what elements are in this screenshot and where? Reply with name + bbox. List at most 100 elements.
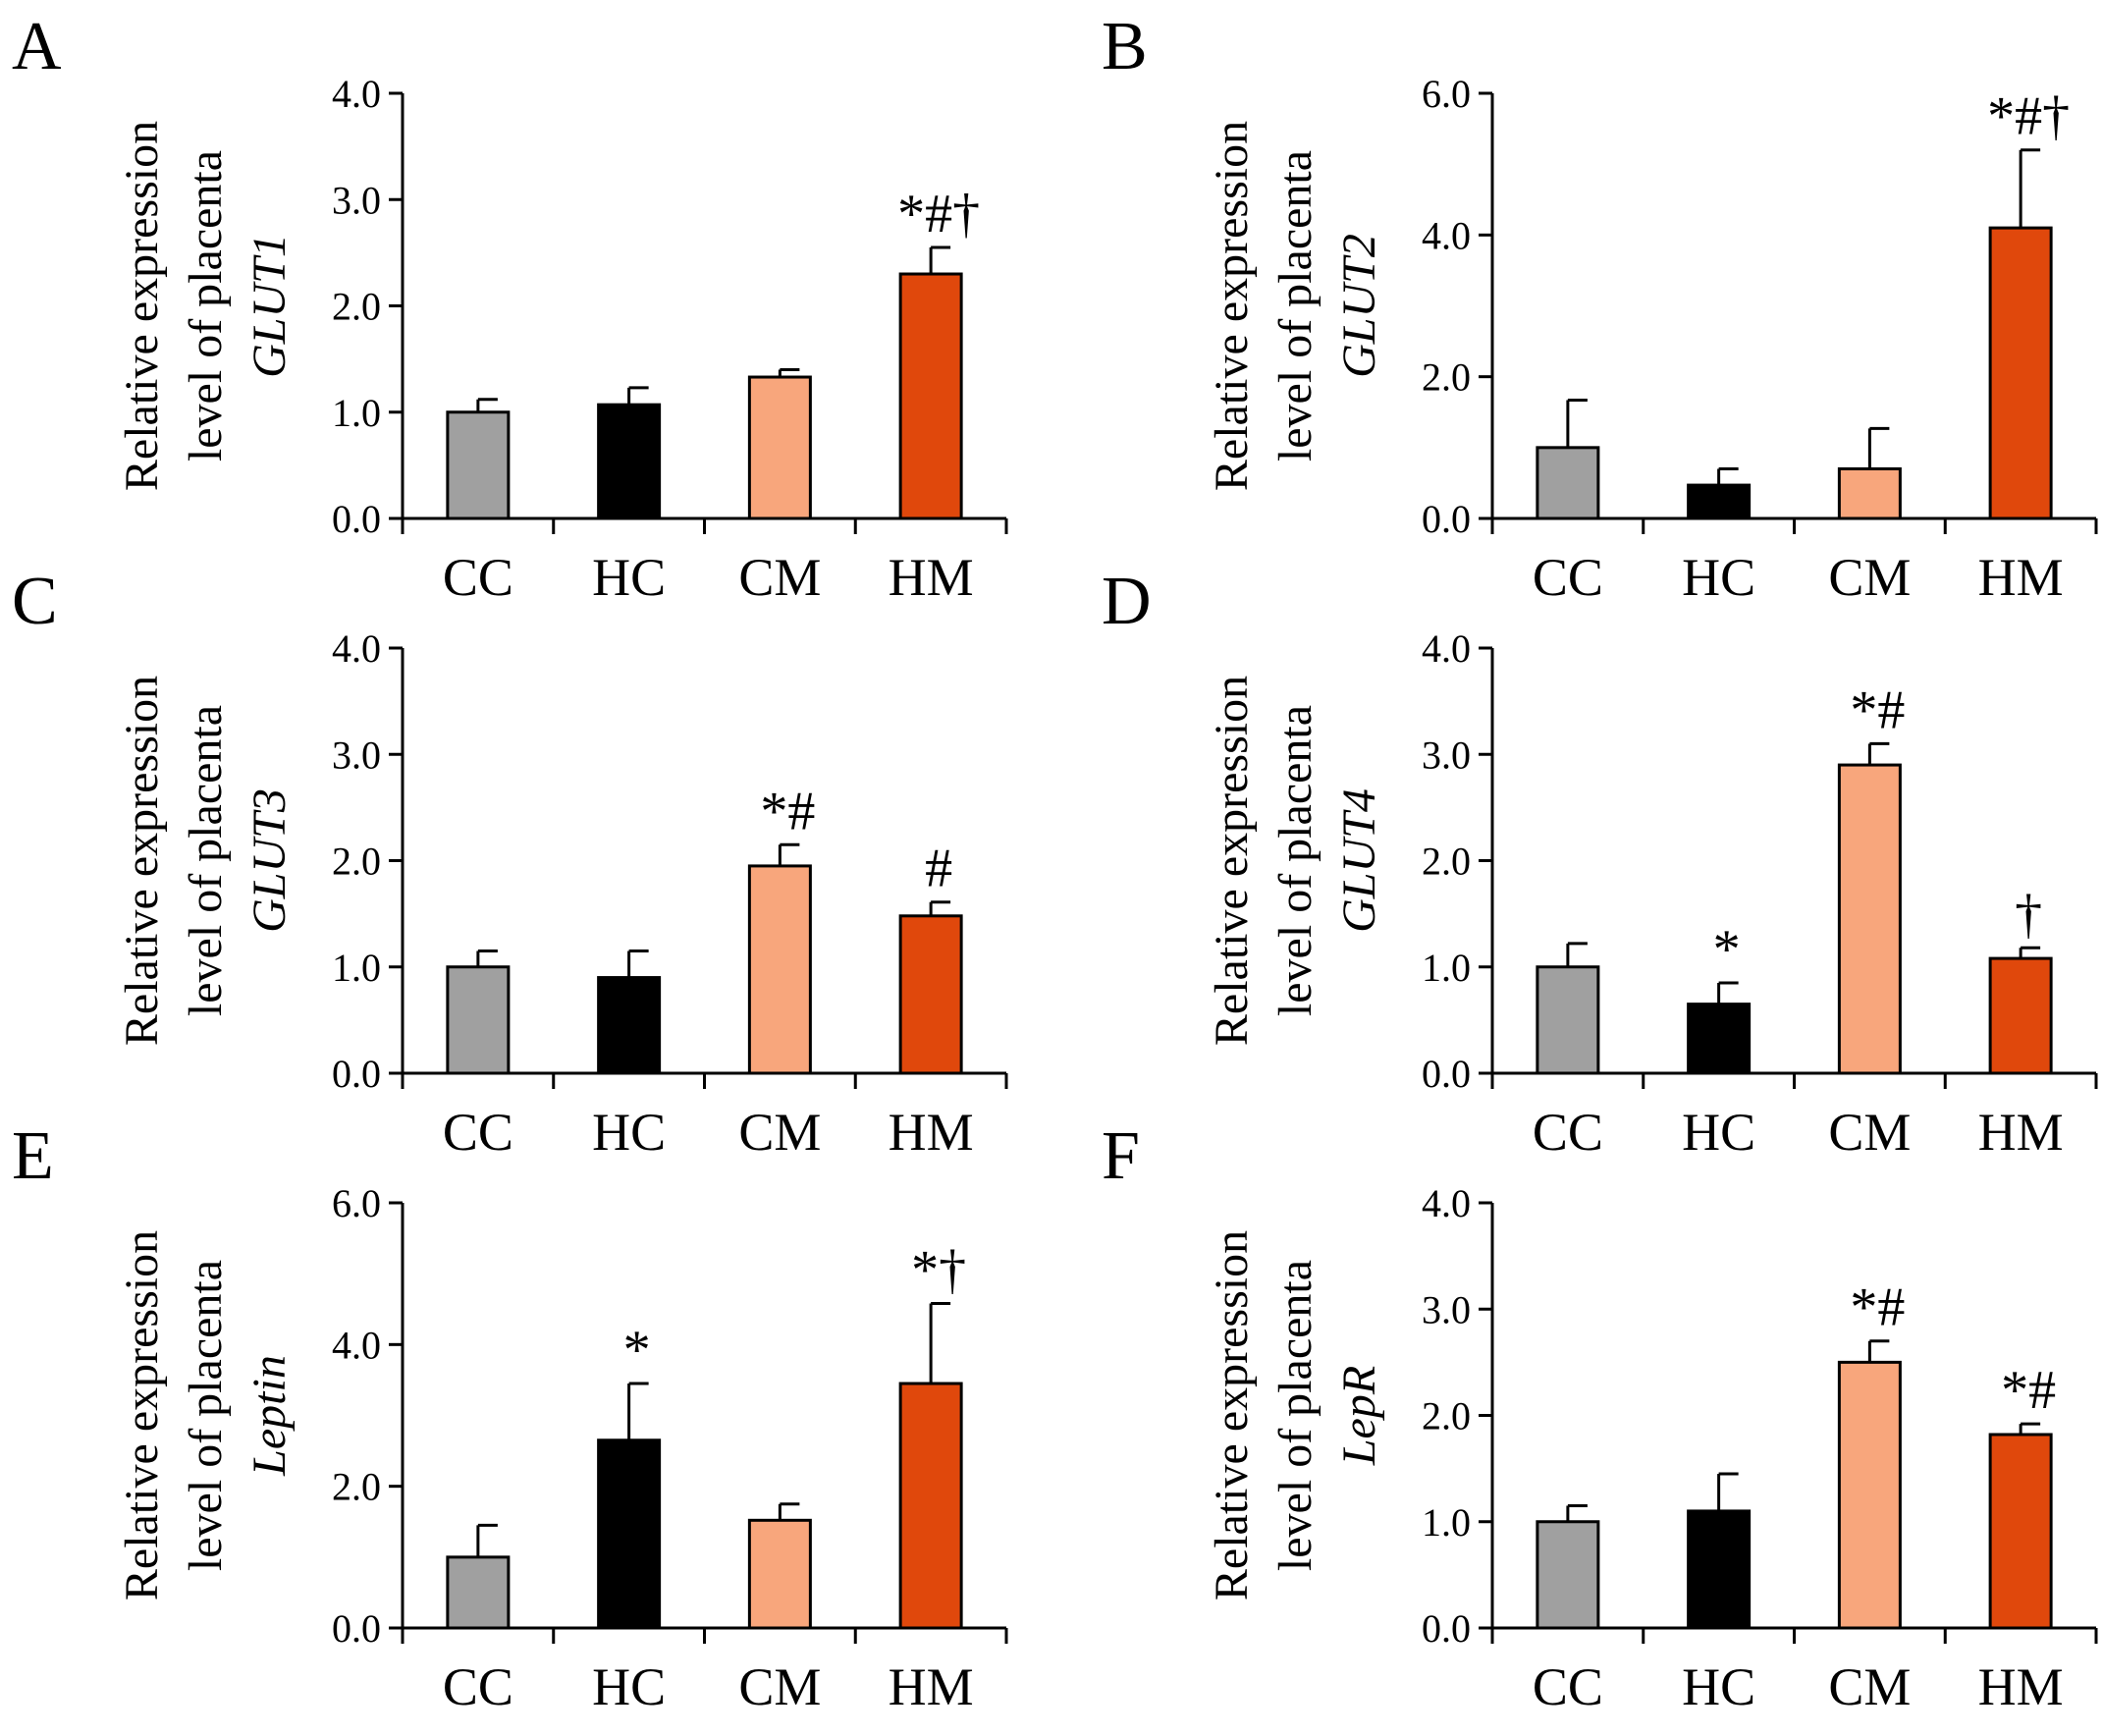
y-axis-label-line2: level of placenta bbox=[1269, 1260, 1321, 1571]
significance-annotation: *#† bbox=[1987, 86, 2070, 147]
significance-annotation: *# bbox=[760, 781, 815, 841]
panel-f: F Relative expression level of placenta Lep… bbox=[1102, 1118, 2098, 1716]
y-tick-label: 1.0 bbox=[332, 391, 381, 435]
y-axis-label-line2: level of placenta bbox=[1269, 150, 1321, 461]
y-tick-label: 1.0 bbox=[1422, 946, 1471, 990]
panel-d: D Relative expression level of placenta GLU… bbox=[1102, 564, 2098, 1162]
bar-cc bbox=[1536, 965, 1600, 1075]
y-axis-label-line1: Relative expression bbox=[1206, 676, 1258, 1046]
x-tick-label: HC bbox=[1682, 1657, 1755, 1716]
y-tick-label: 0.0 bbox=[332, 1606, 381, 1651]
panel-c: C Relative expression level of placenta GLU… bbox=[12, 564, 1008, 1162]
x-tick-label: CC bbox=[1533, 1103, 1603, 1162]
x-tick-label: HC bbox=[592, 1103, 666, 1162]
y-tick-label: 0.0 bbox=[1422, 1606, 1471, 1651]
y-axis-label-line1: Relative expression bbox=[1206, 1230, 1258, 1600]
significance-annotation: * bbox=[623, 1320, 651, 1381]
y-tick-label: 2.0 bbox=[1422, 840, 1471, 884]
x-tick-label: CM bbox=[738, 548, 821, 607]
y-axis-gene-label: GLUT1 bbox=[243, 234, 296, 378]
panel-letter: C bbox=[12, 564, 58, 639]
y-tick-label: 1.0 bbox=[1422, 1500, 1471, 1545]
bar-hm bbox=[898, 1382, 963, 1630]
bar-hm bbox=[1988, 956, 2053, 1075]
x-tick-label: CC bbox=[443, 548, 513, 607]
bar-cm bbox=[1837, 763, 1902, 1075]
y-axis-label-line1: Relative expression bbox=[116, 121, 168, 491]
y-tick-label: 1.0 bbox=[332, 946, 381, 990]
panel-letter: E bbox=[12, 1118, 54, 1194]
x-tick-label: HM bbox=[1978, 548, 2064, 607]
y-tick-label: 6.0 bbox=[332, 1181, 381, 1225]
panel-letter: B bbox=[1102, 9, 1148, 84]
y-axis-label-line2: level of placenta bbox=[180, 705, 232, 1016]
y-tick-label: 2.0 bbox=[1422, 1394, 1471, 1438]
significance-annotation: *#† bbox=[897, 184, 980, 244]
bar-hc bbox=[597, 1438, 662, 1630]
x-tick-label: CM bbox=[1828, 1103, 1911, 1162]
bar-cm bbox=[747, 864, 812, 1075]
y-axis-label-line1: Relative expression bbox=[1206, 121, 1258, 491]
y-tick-label: 3.0 bbox=[1422, 732, 1471, 777]
y-tick-label: 2.0 bbox=[1422, 355, 1471, 400]
bar-hm bbox=[1988, 1433, 2053, 1630]
y-axis-label-line2: level of placenta bbox=[180, 150, 232, 461]
panel-e: E Relative expression level of placenta Lep… bbox=[12, 1118, 1008, 1716]
significance-annotation: *# bbox=[1850, 1277, 1905, 1338]
bar-cc bbox=[446, 410, 511, 520]
x-tick-label: HC bbox=[592, 548, 666, 607]
significance-annotation: *# bbox=[2001, 1360, 2056, 1421]
bar-cm bbox=[1837, 1360, 1902, 1630]
x-tick-label: CC bbox=[443, 1103, 513, 1162]
y-axis-gene-label: GLUT2 bbox=[1333, 234, 1385, 378]
y-tick-label: 3.0 bbox=[332, 732, 381, 777]
y-tick-label: 2.0 bbox=[332, 285, 381, 329]
y-tick-label: 2.0 bbox=[332, 1465, 381, 1509]
bar-cc bbox=[446, 1555, 511, 1630]
y-tick-label: 3.0 bbox=[332, 178, 381, 222]
x-tick-label: HM bbox=[1978, 1657, 2064, 1716]
bar-hc bbox=[1687, 1003, 1752, 1075]
y-axis-label-line1: Relative expression bbox=[116, 676, 168, 1046]
panel-letter: F bbox=[1102, 1118, 1140, 1194]
bar-cc bbox=[446, 965, 511, 1075]
significance-annotation: # bbox=[925, 839, 952, 899]
significance-annotation: † bbox=[2015, 884, 2042, 945]
bar-cc bbox=[1536, 446, 1600, 520]
y-tick-label: 4.0 bbox=[1422, 213, 1471, 257]
y-axis-gene-label: Leptin bbox=[243, 1355, 296, 1477]
y-tick-label: 4.0 bbox=[1422, 1181, 1471, 1225]
y-tick-label: 0.0 bbox=[1422, 1052, 1471, 1096]
x-tick-label: HM bbox=[889, 548, 974, 607]
y-tick-label: 0.0 bbox=[332, 1052, 381, 1096]
bar-cm bbox=[747, 375, 812, 520]
x-tick-label: HM bbox=[889, 1657, 974, 1716]
y-axis-label-line1: Relative expression bbox=[116, 1230, 168, 1600]
bar-hc bbox=[1687, 483, 1752, 520]
y-axis-label-line2: level of placenta bbox=[180, 1260, 232, 1571]
panel-letter: A bbox=[12, 9, 62, 84]
x-tick-label: CC bbox=[1533, 548, 1603, 607]
y-tick-label: 0.0 bbox=[1422, 497, 1471, 541]
bar-hc bbox=[597, 976, 662, 1075]
y-tick-label: 4.0 bbox=[332, 72, 381, 116]
y-tick-label: 0.0 bbox=[332, 497, 381, 541]
y-tick-label: 6.0 bbox=[1422, 72, 1471, 116]
bar-cm bbox=[747, 1518, 812, 1630]
y-axis-gene-label: LepR bbox=[1333, 1366, 1385, 1466]
bar-cm bbox=[1837, 466, 1902, 520]
bar-hc bbox=[1687, 1509, 1752, 1630]
y-tick-label: 2.0 bbox=[332, 840, 381, 884]
bar-hm bbox=[898, 272, 963, 520]
y-axis-label-line2: level of placenta bbox=[1269, 705, 1321, 1016]
y-tick-label: 3.0 bbox=[1422, 1287, 1471, 1331]
y-axis-gene-label: GLUT3 bbox=[243, 788, 296, 933]
panel-a: A Relative expression level of placenta GLU… bbox=[12, 9, 1008, 607]
x-tick-label: HM bbox=[1978, 1103, 2064, 1162]
x-tick-label: HC bbox=[592, 1657, 666, 1716]
x-tick-label: CM bbox=[1828, 1657, 1911, 1716]
x-tick-label: CM bbox=[1828, 548, 1911, 607]
y-tick-label: 4.0 bbox=[332, 1323, 381, 1367]
y-axis-gene-label: GLUT4 bbox=[1333, 788, 1385, 933]
